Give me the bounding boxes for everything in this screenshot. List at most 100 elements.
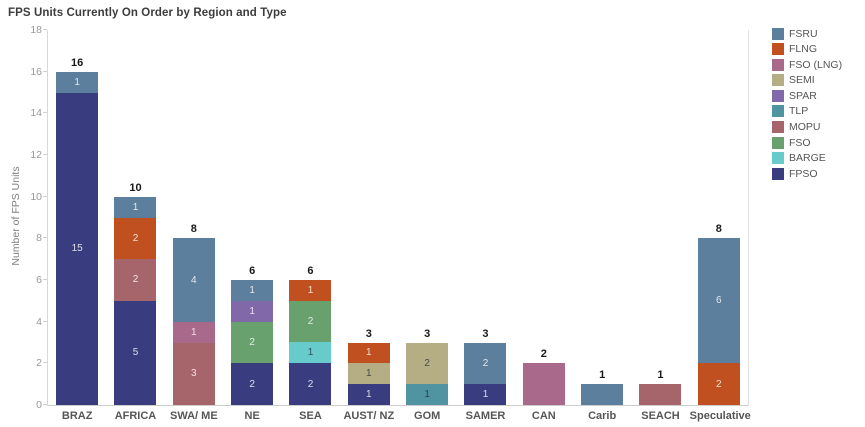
x-axis-label: SWA/ ME — [169, 410, 218, 422]
bar-segment[interactable]: 5 — [114, 300, 157, 405]
x-axis-label: BRAZ — [61, 410, 93, 422]
bar-segment[interactable]: 1 — [406, 384, 449, 405]
bar-segment[interactable]: 4 — [172, 238, 215, 322]
x-axis-label: Speculative — [689, 410, 751, 422]
legend-swatch-icon — [772, 121, 784, 134]
legend-item[interactable]: FLNG — [772, 43, 842, 56]
legend-label: FSRU — [789, 27, 818, 40]
x-axis-label: AFRICA — [114, 410, 157, 422]
bar-segment[interactable]: 3 — [172, 342, 215, 405]
category-slot: 1 1 1 3 AUST/ NZ — [340, 30, 398, 423]
legend-swatch-icon — [772, 43, 784, 56]
y-tick-mark — [43, 362, 47, 364]
y-tick-mark — [43, 29, 47, 30]
legend-item[interactable]: SEMI — [772, 74, 842, 87]
bar-segment[interactable]: 6 — [697, 238, 740, 364]
bar-segment[interactable]: 1 — [347, 363, 390, 385]
y-tick-mark — [43, 279, 47, 280]
bar-segment[interactable]: 1 — [172, 321, 215, 343]
bar-segment[interactable]: 2 — [289, 300, 332, 343]
bar-segment[interactable] — [522, 363, 565, 405]
bar-segment[interactable] — [639, 384, 682, 405]
plot-area: 0 2 4 6 8 10 12 14 16 18 1 15 16 BRAZ 1 2 2 5 10 AFRICA 4 1 3 8… — [30, 24, 750, 423]
y-tick-mark — [43, 154, 47, 155]
y-tick-mark — [43, 195, 47, 197]
stacked-bar — [581, 384, 624, 405]
bar-segment[interactable]: 2 — [114, 259, 157, 301]
x-axis-label: Carib — [588, 410, 617, 422]
category-slot: 4 1 3 8 SWA/ ME — [165, 30, 223, 422]
bar-total-label: 10 — [129, 181, 142, 194]
category-slot: 1 2 2 5 10 AFRICA — [106, 30, 164, 422]
bar-total-label: 16 — [71, 56, 84, 69]
legend-item[interactable]: MOPU — [772, 121, 842, 134]
legend-label: TLP — [789, 105, 809, 118]
legend-label: MOPU — [789, 121, 821, 134]
bar-segment[interactable]: 2 — [697, 363, 740, 405]
bar-segment[interactable]: 1 — [231, 300, 274, 322]
bar-total-label: 6 — [307, 265, 314, 277]
x-axis-label: CAN — [531, 410, 556, 422]
bar-segment[interactable]: 1 — [289, 342, 332, 364]
bar-total-label: 2 — [540, 348, 547, 361]
category-slot: 1 Carib — [573, 30, 631, 422]
bar-segment[interactable]: 1 — [464, 384, 507, 405]
bar-segment[interactable]: 1 — [347, 342, 390, 364]
bar-segment[interactable]: 1 — [289, 280, 332, 301]
bar-segment[interactable]: 1 — [114, 196, 157, 218]
bar-segment[interactable]: 2 — [289, 363, 332, 405]
legend-item[interactable]: FPSO — [772, 167, 842, 180]
legend-swatch-icon — [772, 27, 784, 40]
y-tick-label: 12 — [30, 149, 42, 161]
legend-label: FSO (LNG) — [789, 58, 843, 71]
bar-segment[interactable]: 2 — [464, 342, 507, 385]
bar-segment[interactable]: 2 — [231, 363, 274, 405]
bar-total-label: 8 — [190, 223, 197, 236]
legend-item[interactable]: FSO — [772, 136, 842, 149]
bar-segment[interactable] — [581, 384, 624, 405]
legend-item[interactable]: FSO (LNG) — [772, 58, 842, 71]
category-slot: 2 1 3 GOM — [398, 30, 456, 422]
y-tick-mark — [43, 404, 47, 405]
bar-segment[interactable]: 2 — [114, 217, 157, 260]
legend-swatch-icon — [772, 89, 784, 102]
y-tick-label: 10 — [30, 190, 42, 203]
y-tick-label: 14 — [30, 107, 42, 120]
chart-title: FPS Units Currently On Order by Region a… — [8, 7, 287, 19]
legend-swatch-icon — [772, 58, 784, 71]
legend-item[interactable]: FSRU — [772, 27, 842, 40]
bar-total-label: 6 — [249, 265, 256, 277]
y-tick-label: 16 — [30, 65, 42, 78]
y-tick-label: 4 — [36, 315, 42, 328]
bar-segment[interactable]: 15 — [56, 92, 99, 405]
x-axis-label: NE — [244, 410, 260, 422]
legend-item[interactable]: TLP — [772, 105, 842, 118]
y-tick-label: 2 — [36, 357, 42, 370]
bar-segment[interactable]: 2 — [406, 342, 449, 385]
legend-label: FPSO — [789, 167, 818, 180]
bar-segment[interactable]: 1 — [56, 71, 99, 93]
x-axis-label: AUST/ NZ — [343, 410, 395, 422]
bar-total-label: 3 — [424, 327, 431, 340]
legend-label: FLNG — [789, 43, 818, 56]
legend-item[interactable]: BARGE — [772, 152, 842, 165]
legend-label: FSO — [789, 136, 811, 149]
legend-item[interactable]: SPAR — [772, 89, 842, 102]
stacked-bar — [639, 384, 682, 405]
y-tick-mark — [43, 70, 47, 72]
y-tick-label: 18 — [30, 24, 42, 36]
category-slot: 2 1 3 SAMER — [456, 30, 514, 422]
bar-total-label: 3 — [482, 327, 489, 340]
y-tick-label: 6 — [36, 274, 42, 286]
bar-segment[interactable]: 1 — [231, 280, 274, 301]
y-tick-label: 0 — [36, 399, 42, 411]
legend-swatch-icon — [772, 136, 784, 149]
bar-segment[interactable]: 1 — [347, 384, 390, 405]
bar-segment[interactable]: 2 — [231, 321, 274, 364]
